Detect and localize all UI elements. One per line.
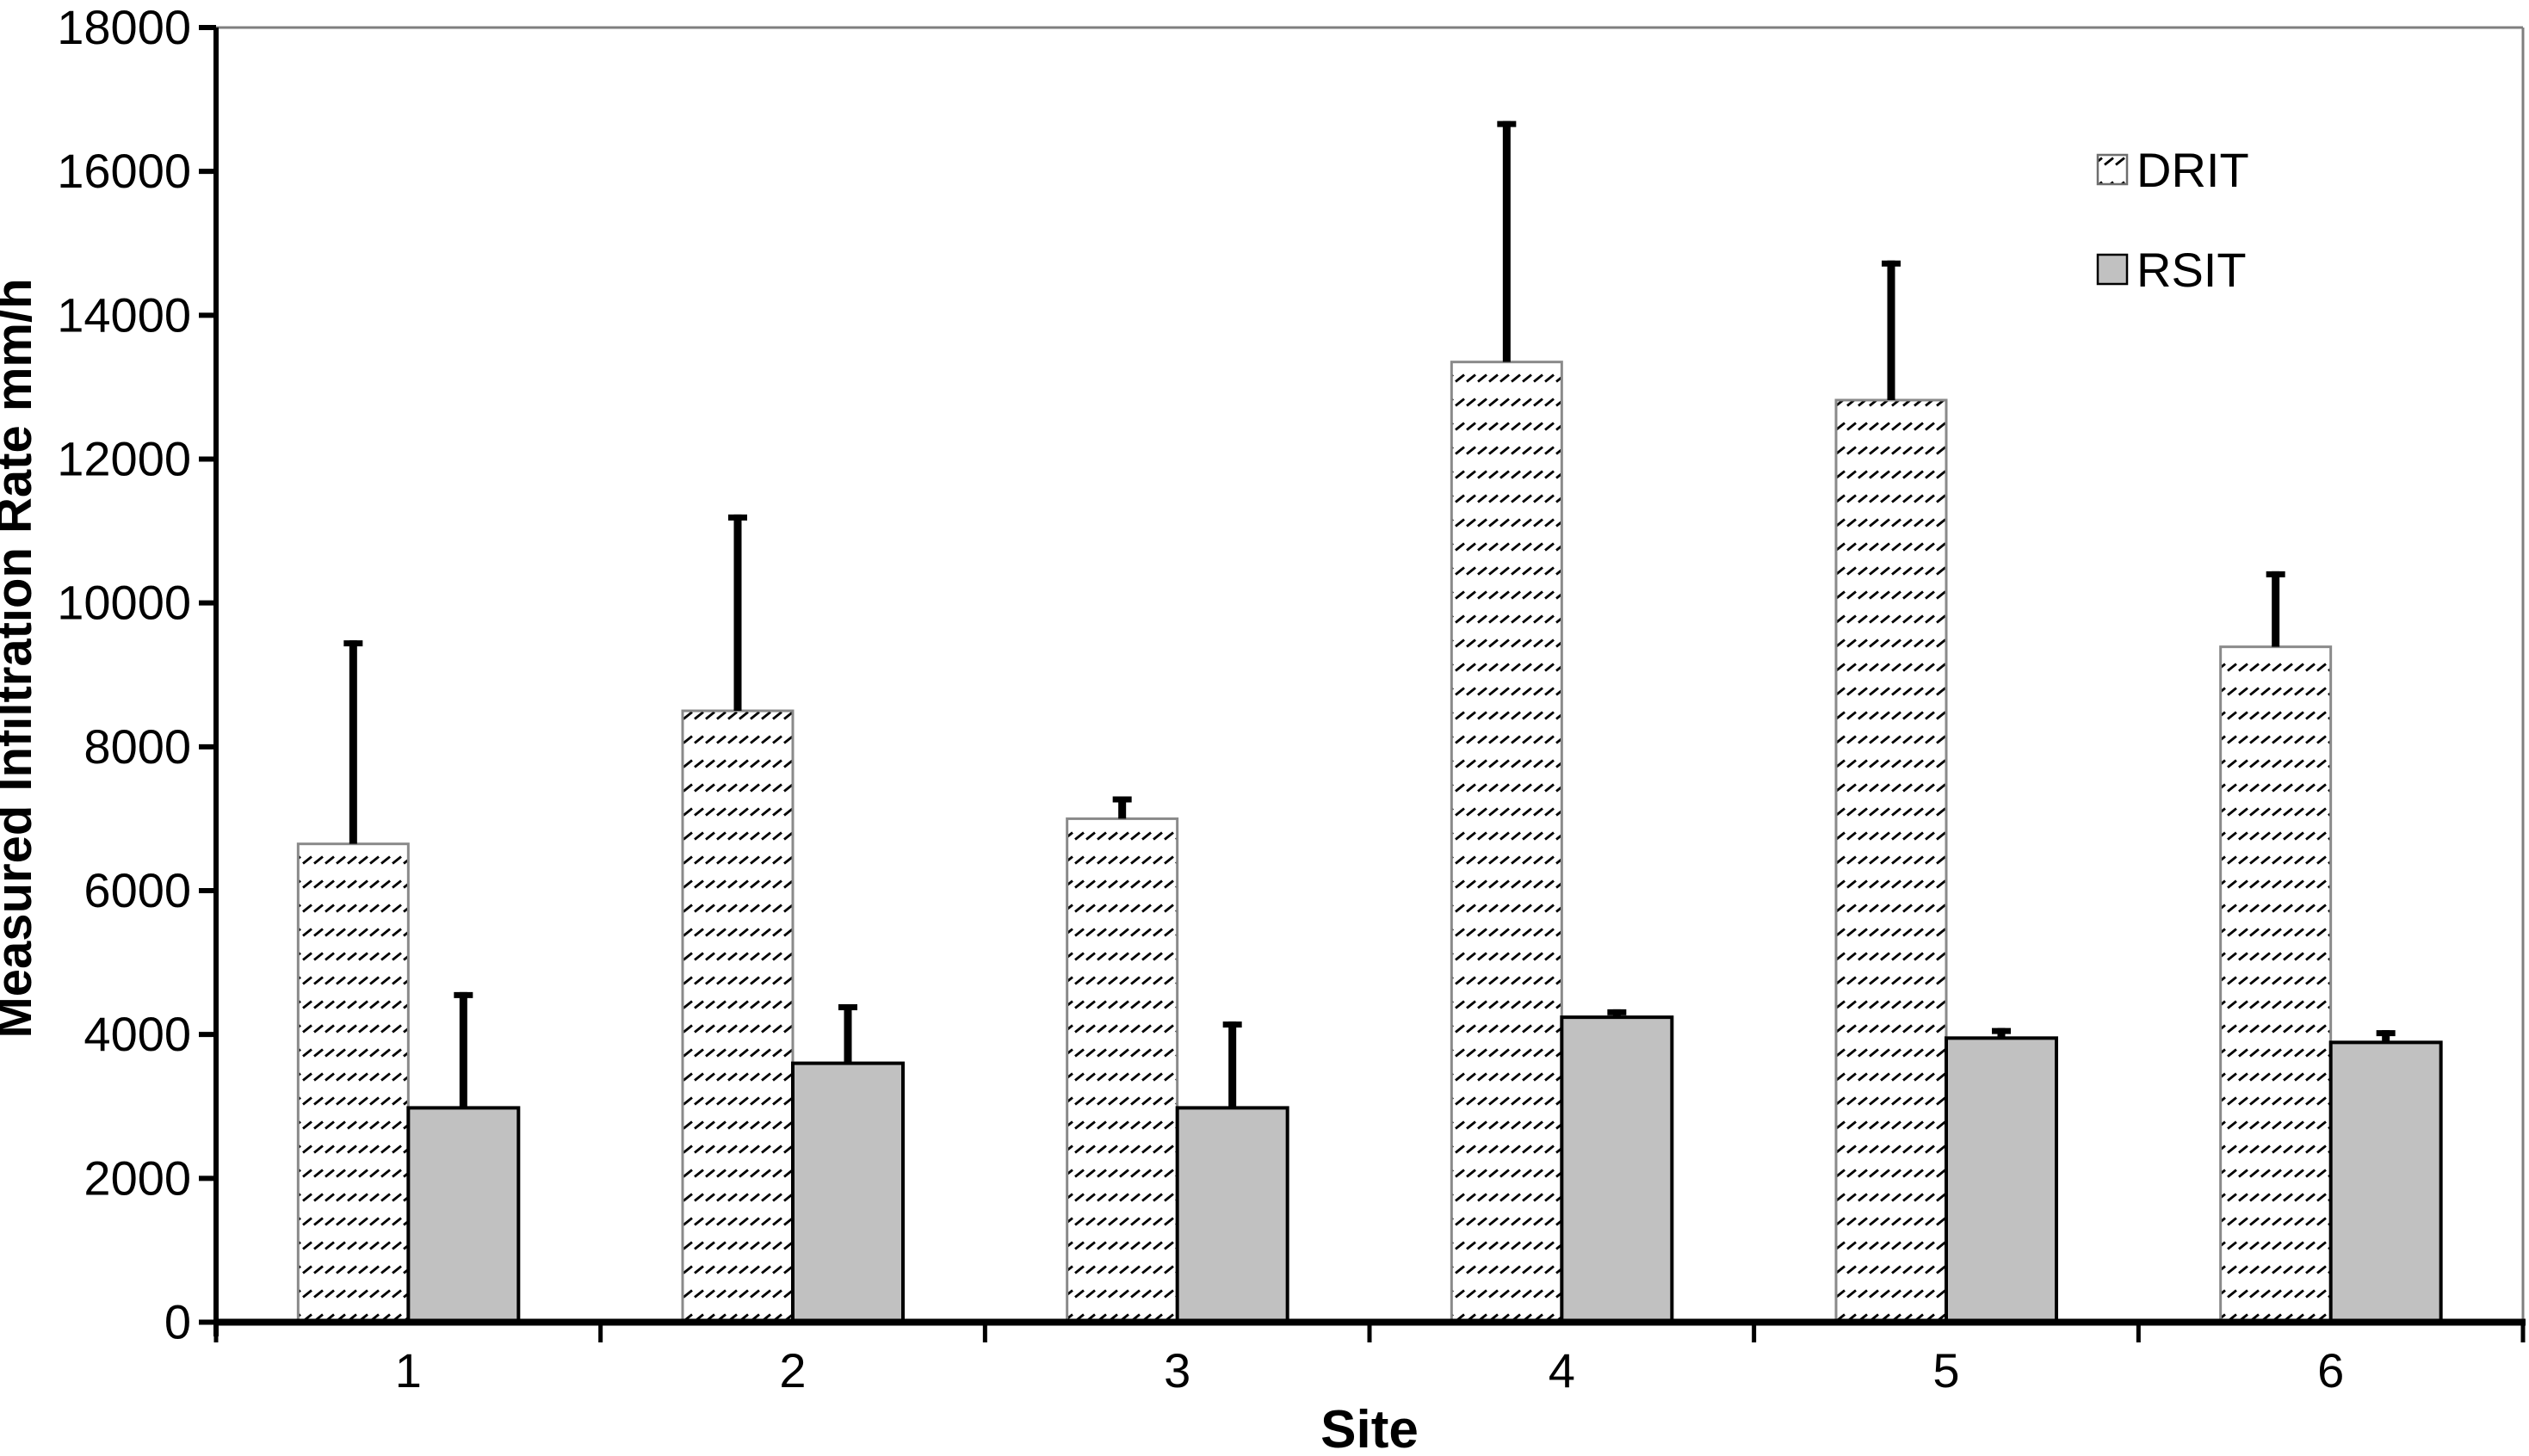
bar-rsit-site-4 <box>1560 1015 1674 1324</box>
bar-drit-site-6 <box>2219 645 2333 1323</box>
bar-drit-site-1 <box>296 842 410 1323</box>
bar-rsit-site-1 <box>406 1106 521 1324</box>
y-tick-label-12000: 12000 <box>57 432 191 486</box>
bar-drit-site-4 <box>1450 361 1563 1324</box>
y-tick-label-8000: 8000 <box>83 719 191 774</box>
legend-swatch-rsit <box>2096 253 2129 286</box>
bar-rsit-site-3 <box>1175 1106 1289 1324</box>
y-axis-title: Measured Infiltration Rate mm/h <box>0 278 42 1038</box>
category-label-5: 5 <box>1932 1343 1959 1397</box>
y-tick-label-6000: 6000 <box>83 863 191 917</box>
bar-rsit-site-5 <box>1945 1036 2058 1324</box>
y-tick-label-4000: 4000 <box>83 1007 191 1061</box>
tick-labels-group: 0 2000 4000 6000 8000 10000 12000 14000 16000 180… <box>57 0 2344 1397</box>
y-tick-label-2000: 2000 <box>83 1151 191 1205</box>
y-tick-label-0: 0 <box>164 1295 191 1349</box>
category-label-1: 1 <box>395 1343 422 1397</box>
bar-drit-site-5 <box>1834 398 1948 1323</box>
category-label-2: 2 <box>779 1343 806 1397</box>
bar-drit-site-3 <box>1066 817 1179 1323</box>
bars-group <box>296 361 2443 1324</box>
bar-drit-site-2 <box>681 709 795 1323</box>
legend-swatch-drit <box>2096 153 2129 186</box>
category-label-6: 6 <box>2317 1343 2344 1397</box>
legend-label-drit: DRIT <box>2136 143 2249 197</box>
y-tick-label-18000: 18000 <box>57 0 191 54</box>
y-tick-label-14000: 14000 <box>57 287 191 342</box>
x-axis-title: Site <box>1320 1400 1419 1456</box>
legend: DRIT RSIT <box>2096 143 2249 297</box>
y-tick-label-16000: 16000 <box>57 144 191 198</box>
y-tick-label-10000: 10000 <box>57 576 191 630</box>
category-label-3: 3 <box>1164 1343 1190 1397</box>
category-label-4: 4 <box>1549 1343 1575 1397</box>
axes-group <box>213 28 2526 1336</box>
legend-label-rsit: RSIT <box>2136 243 2247 297</box>
error-bars-group <box>343 120 2396 1108</box>
ticks-group <box>199 25 2526 1342</box>
bar-rsit-site-2 <box>791 1061 905 1324</box>
plot-frame <box>216 26 2525 1323</box>
bar-rsit-site-6 <box>2328 1040 2443 1324</box>
